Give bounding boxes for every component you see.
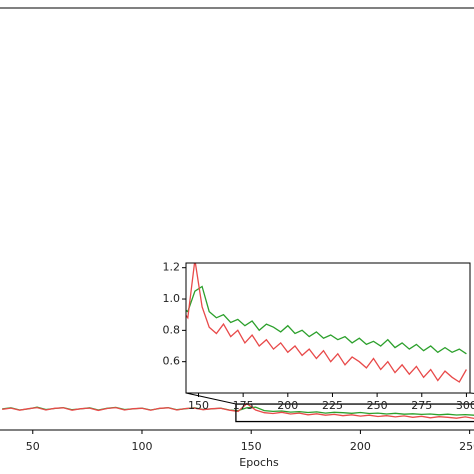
- inset-series-line: [186, 263, 467, 383]
- inset-y-tick-label: 0.8: [163, 323, 181, 336]
- x-tick-label: 100: [131, 440, 152, 453]
- zoom-connector: [185, 392, 237, 405]
- x-tick-label: 150: [241, 440, 262, 453]
- inset-series-line: [186, 285, 467, 355]
- x-tick-label: 50: [26, 440, 40, 453]
- inset-y-tick-label: 0.6: [163, 355, 181, 368]
- inset-frame: [185, 262, 471, 394]
- inset-x-tick-label: 150: [188, 399, 209, 412]
- x-axis-label: Epochs: [239, 456, 279, 469]
- x-tick-label: 250: [459, 440, 474, 453]
- zoom-box: [235, 403, 474, 423]
- lines: [2, 402, 474, 420]
- inset-x-tick-label: 275: [411, 399, 432, 412]
- inset-x-tick-label: 225: [322, 399, 343, 412]
- inset-x-tick-label: 175: [233, 399, 254, 412]
- inset-x-tick-label: 200: [277, 399, 298, 412]
- lines: [186, 263, 467, 383]
- inset-x-tick-label: 250: [367, 399, 388, 412]
- inset-y-tick-label: 1.2: [163, 261, 181, 274]
- inset-y-tick-label: 1.0: [163, 292, 181, 305]
- inset-x-tick-label: 300: [456, 399, 474, 412]
- series-line: [2, 402, 474, 420]
- inset-background: [186, 263, 470, 393]
- x-tick-label: 200: [350, 440, 371, 453]
